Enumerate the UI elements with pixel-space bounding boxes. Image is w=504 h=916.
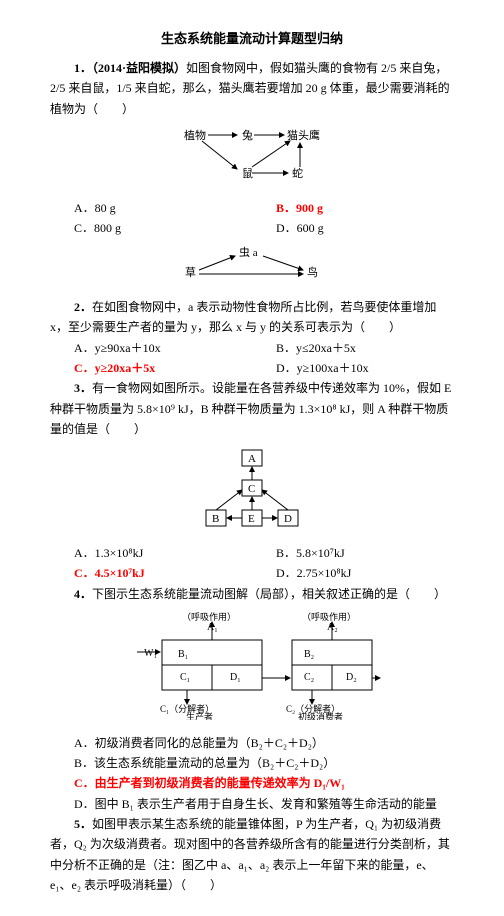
q3-text: 有一食物网如图所示。设能量在各营养级中传递效率为 10%，假如 E 种群干物质量… xyxy=(50,381,451,436)
q4-opt-a: A．初级消费者同化的总能量为（B₂＋C₂＋D₂） xyxy=(50,733,454,753)
q3-options-row1: A．1.3×10⁸kJ B．5.8×10⁷kJ xyxy=(50,543,454,563)
q4-text: 下图示生态系统能量流动图解（局部），相关叙述正确的是（ ） xyxy=(92,587,446,601)
svg-text:鸟: 鸟 xyxy=(307,265,318,279)
svg-text:生产者: 生产者 xyxy=(186,711,213,720)
q1-figure: 植物 兔 猫头鹰 鼠 蛇 xyxy=(50,125,454,191)
q4-opt-d: D．图中 B₁ 表示生产者用于自身生长、发育和繁殖等生命活动的能量 xyxy=(50,794,454,814)
q4-figure: W₁ A₁ B₁ C₁ D₁ A₂ B₂ C₂ D₂ （呼吸作用） （呼吸作用）… xyxy=(50,610,454,726)
q1-opt-b: B．900 g xyxy=(252,198,454,218)
q1-opt-d: D．600 g xyxy=(252,218,454,238)
q2-opt-c: C．y≥20xa＋5x xyxy=(50,358,252,378)
svg-text:B₁: B₁ xyxy=(178,649,188,660)
q2-opt-b: B．y≤20xa＋5x xyxy=(252,338,454,358)
q2-options-row2: C．y≥20xa＋5x D．y≥100xa＋10x xyxy=(50,358,454,378)
q4-opt-c: C．由生产者到初级消费者的能量传递效率为 D₁/W₁ xyxy=(50,773,454,793)
q2-options-row1: A．y≥90xa＋10x B．y≤20xa＋5x xyxy=(50,338,454,358)
q2-figure: 草 虫 a 鸟 xyxy=(50,244,454,290)
svg-text:C₁: C₁ xyxy=(180,672,190,683)
page-title: 生态系统能量流动计算题型归纳 xyxy=(50,28,454,50)
q3-opt-b: B．5.8×10⁷kJ xyxy=(252,543,454,563)
q3-opt-a: A．1.3×10⁸kJ xyxy=(50,543,252,563)
q1-stem: 1．（2014·益阳模拟）如图食物网中，假如猫头鹰的食物有 2/5 来自兔，2/… xyxy=(50,58,454,119)
q3-opt-d: D．2.75×10⁸kJ xyxy=(252,563,454,583)
q1-opt-a: A．80 g xyxy=(50,198,252,218)
q1-source: （2014·益阳模拟） xyxy=(92,61,186,75)
q3-options-row2: C．4.5×10⁷kJ D．2.75×10⁸kJ xyxy=(50,563,454,583)
q2-num: 2． xyxy=(74,300,92,314)
svg-text:D: D xyxy=(284,513,292,525)
svg-text:鼠: 鼠 xyxy=(242,166,253,180)
q1-num: 1． xyxy=(74,61,92,75)
q5-num: 5． xyxy=(74,817,92,831)
svg-text:A: A xyxy=(248,453,256,465)
q4-opt-b: B．该生态系统能量流动的总量为（B₂＋C₂＋D₂） xyxy=(50,753,454,773)
q5-stem: 5．如图甲表示某生态系统的能量锥体图，P 为生产者，Q₁ 为初级消费者，Q₂ 为… xyxy=(50,814,454,896)
q2-opt-a: A．y≥90xa＋10x xyxy=(50,338,252,358)
q1-options: A．80 g B．900 g C．800 g D．600 g xyxy=(50,198,454,239)
svg-text:B: B xyxy=(212,513,219,525)
svg-text:D₂: D₂ xyxy=(346,672,357,683)
svg-text:植物: 植物 xyxy=(184,128,206,142)
q3-opt-c: C．4.5×10⁷kJ xyxy=(50,563,252,583)
q3-figure: A C B E D xyxy=(50,446,454,537)
q1-opt-c: C．800 g xyxy=(50,218,252,238)
q3-num: 3． xyxy=(74,381,92,395)
svg-text:草: 草 xyxy=(185,266,196,279)
q5-text: 如图甲表示某生态系统的能量锥体图，P 为生产者，Q₁ 为初级消费者，Q₂ 为次级… xyxy=(50,817,450,892)
svg-text:初级消费者: 初级消费者 xyxy=(298,711,343,720)
svg-text:蛇: 蛇 xyxy=(292,166,303,180)
svg-text:W₁: W₁ xyxy=(144,648,157,659)
svg-text:D₁: D₁ xyxy=(230,672,241,683)
q4-stem: 4．下图示生态系统能量流动图解（局部），相关叙述正确的是（ ） xyxy=(50,584,454,604)
q2-text: 在如图食物网中，a 表示动物性食物所占比例，若鸟要使体重增加 x，至少需要生产者… xyxy=(50,300,436,334)
svg-text:C₂: C₂ xyxy=(304,672,314,683)
svg-text:C: C xyxy=(248,483,255,495)
q3-stem: 3．有一食物网如图所示。设能量在各营养级中传递效率为 10%，假如 E 种群干物… xyxy=(50,378,454,439)
svg-text:虫 a: 虫 a xyxy=(239,246,258,259)
svg-text:B₂: B₂ xyxy=(304,649,314,660)
svg-text:（呼吸作用）: （呼吸作用） xyxy=(302,611,356,622)
q2-opt-d: D．y≥100xa＋10x xyxy=(252,358,454,378)
svg-text:（呼吸作用）: （呼吸作用） xyxy=(182,611,236,622)
svg-text:E: E xyxy=(248,513,255,525)
q2-stem: 2．在如图食物网中，a 表示动物性食物所占比例，若鸟要使体重增加 x，至少需要生… xyxy=(50,297,454,338)
svg-text:兔: 兔 xyxy=(242,128,253,142)
q4-num: 4． xyxy=(74,587,92,601)
svg-text:猫头鹰: 猫头鹰 xyxy=(287,128,320,142)
